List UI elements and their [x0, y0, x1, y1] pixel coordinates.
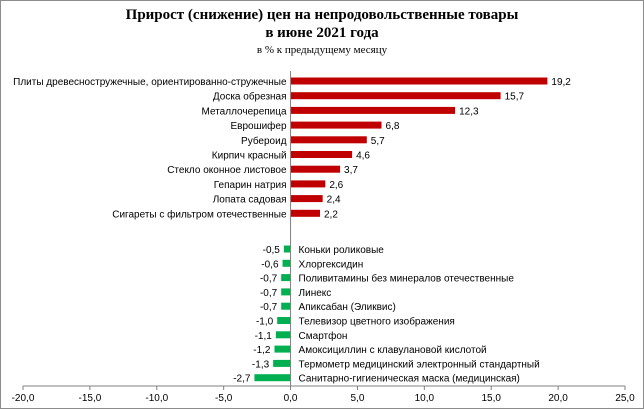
category-label: Плиты древесностружечные, ориентированно… [13, 77, 287, 88]
x-tick-label: 5,0 [350, 393, 364, 404]
x-tick-label: 15,0 [481, 393, 501, 404]
category-label: Термометр медицинский электронный станда… [299, 359, 540, 370]
bar [275, 331, 291, 339]
category-label: Гепарин натрия [214, 180, 287, 191]
data-label: -1,3 [252, 359, 270, 370]
bar [273, 359, 291, 367]
bar [290, 165, 341, 173]
data-label: 5,7 [371, 136, 385, 147]
category-label: Стекло оконное листовое [167, 165, 287, 176]
category-label: Доска обрезная [213, 91, 287, 103]
data-label: 12,3 [459, 106, 479, 117]
data-label: -0,7 [260, 302, 278, 313]
category-label: Металлочерепица [202, 106, 287, 117]
data-label: -0,6 [261, 259, 279, 270]
data-label: 2,2 [324, 209, 338, 220]
data-label: -0,7 [260, 288, 278, 299]
data-label: -2,7 [233, 374, 251, 385]
data-label: -1,0 [256, 317, 274, 328]
category-label: Рубероид [241, 135, 287, 147]
x-tick-label: -15,0 [78, 393, 101, 404]
bar [282, 259, 291, 267]
category-label: Кирпич красный [212, 151, 287, 162]
bar [290, 151, 353, 158]
category-label: Коньки роликовые [299, 245, 385, 256]
bar [290, 195, 323, 203]
bar [290, 92, 501, 100]
data-label: 2,6 [329, 180, 343, 191]
bar [254, 374, 291, 382]
bar [290, 77, 548, 85]
category-label: Амоксициллин с клавулановой кислотой [299, 345, 487, 356]
bar [281, 302, 291, 310]
bar [281, 288, 291, 296]
category-label: Сигареты с фильтром отечественные [112, 208, 287, 220]
category-label: Хлоргексидин [299, 259, 364, 270]
chart-title: Прирост (снижение) цен на непродовольств… [125, 7, 519, 23]
data-label: 4,6 [356, 151, 370, 162]
bar [274, 345, 291, 353]
data-label: 3,7 [344, 165, 358, 176]
x-tick-label: 25,0 [615, 393, 635, 404]
category-label: Линекс [299, 288, 332, 299]
data-label: 2,4 [327, 195, 341, 206]
x-tick-label: -5,0 [215, 393, 233, 404]
category-label: Лопата садовая [213, 195, 287, 206]
data-label: 19,2 [551, 77, 571, 88]
data-label: 15,7 [505, 92, 525, 103]
category-label: Еврошифер [230, 120, 287, 132]
data-label: -1,1 [255, 331, 273, 342]
bar [290, 106, 456, 114]
chart-subtitle: в % к предыдущему месяцу [256, 44, 388, 56]
x-tick-label: -20,0 [12, 393, 35, 404]
bar [283, 245, 291, 253]
chart-title-line2: в июне 2021 года [265, 25, 379, 41]
bar [277, 317, 291, 324]
x-tick-label: 20,0 [548, 393, 568, 404]
x-tick-label: -10,0 [145, 393, 168, 404]
bar [290, 121, 382, 129]
x-tick-label: 0,0 [284, 393, 298, 404]
category-label: Поливитамины без минералов отечественные [299, 273, 515, 285]
data-label: 6,8 [386, 121, 400, 132]
bar [290, 209, 320, 217]
bar [290, 180, 326, 188]
data-label: -0,7 [260, 274, 278, 285]
category-label: Телевизор цветного изображения [299, 316, 455, 328]
data-label: -1,2 [253, 345, 271, 356]
category-label: Санитарно-гигиеническая маска (медицинск… [299, 374, 520, 385]
bar [281, 274, 291, 282]
category-label: Апиксабан (Эликвис) [299, 301, 396, 313]
bar [290, 136, 367, 144]
data-label: -0,5 [263, 245, 281, 256]
x-tick-label: 10,0 [415, 393, 435, 404]
category-label: Смартфон [299, 330, 348, 342]
